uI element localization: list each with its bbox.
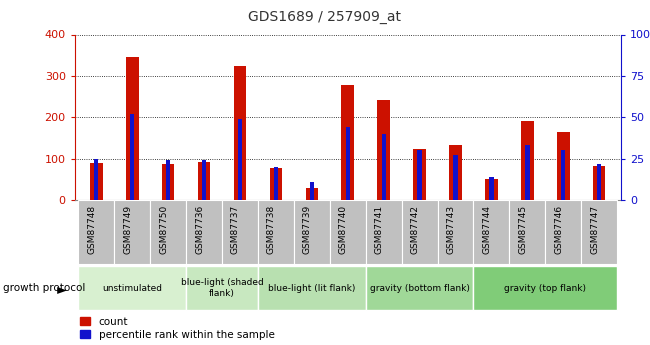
- Text: unstimulated: unstimulated: [102, 284, 162, 293]
- Bar: [346, 127, 350, 200]
- FancyBboxPatch shape: [366, 266, 473, 310]
- Bar: [525, 146, 530, 200]
- FancyBboxPatch shape: [545, 200, 581, 264]
- Bar: [417, 150, 422, 200]
- Text: GSM87740: GSM87740: [339, 205, 348, 254]
- FancyBboxPatch shape: [79, 200, 114, 264]
- Bar: [198, 161, 211, 200]
- Bar: [597, 164, 601, 200]
- Bar: [485, 179, 498, 200]
- Bar: [453, 155, 458, 200]
- FancyBboxPatch shape: [330, 200, 366, 264]
- Bar: [90, 163, 103, 200]
- FancyBboxPatch shape: [186, 266, 258, 310]
- Bar: [94, 159, 98, 200]
- Bar: [234, 66, 246, 200]
- Bar: [270, 168, 282, 200]
- Bar: [130, 114, 135, 200]
- Text: GSM87744: GSM87744: [482, 205, 491, 254]
- Text: gravity (top flank): gravity (top flank): [504, 284, 586, 293]
- Bar: [378, 100, 390, 200]
- Text: GSM87743: GSM87743: [447, 205, 456, 254]
- Polygon shape: [57, 287, 67, 294]
- Bar: [238, 119, 242, 200]
- Bar: [593, 166, 606, 200]
- Text: growth protocol: growth protocol: [3, 283, 86, 293]
- Bar: [274, 167, 278, 200]
- FancyBboxPatch shape: [473, 200, 510, 264]
- FancyBboxPatch shape: [294, 200, 330, 264]
- FancyBboxPatch shape: [510, 200, 545, 264]
- Bar: [166, 160, 170, 200]
- FancyBboxPatch shape: [222, 200, 258, 264]
- FancyBboxPatch shape: [473, 266, 617, 310]
- FancyBboxPatch shape: [258, 200, 294, 264]
- Bar: [521, 121, 534, 200]
- Bar: [202, 160, 206, 200]
- Bar: [162, 164, 174, 200]
- Text: GSM87739: GSM87739: [303, 205, 312, 255]
- Text: GSM87746: GSM87746: [554, 205, 564, 254]
- Bar: [341, 85, 354, 200]
- Text: GSM87750: GSM87750: [159, 205, 168, 255]
- Text: blue-light (shaded
flank): blue-light (shaded flank): [181, 278, 263, 298]
- Bar: [413, 149, 426, 200]
- Text: GSM87749: GSM87749: [124, 205, 132, 254]
- FancyBboxPatch shape: [79, 266, 186, 310]
- FancyBboxPatch shape: [581, 200, 617, 264]
- FancyBboxPatch shape: [366, 200, 402, 264]
- FancyBboxPatch shape: [402, 200, 437, 264]
- FancyBboxPatch shape: [186, 200, 222, 264]
- FancyBboxPatch shape: [114, 200, 150, 264]
- Text: gravity (bottom flank): gravity (bottom flank): [370, 284, 469, 293]
- Bar: [489, 177, 493, 200]
- Text: GSM87736: GSM87736: [195, 205, 204, 255]
- Bar: [561, 150, 566, 200]
- Text: GSM87747: GSM87747: [590, 205, 599, 254]
- Text: GSM87742: GSM87742: [411, 205, 420, 254]
- Text: GSM87745: GSM87745: [518, 205, 527, 254]
- Text: GSM87738: GSM87738: [267, 205, 276, 255]
- FancyBboxPatch shape: [437, 200, 473, 264]
- FancyBboxPatch shape: [258, 266, 366, 310]
- Bar: [306, 188, 318, 200]
- FancyBboxPatch shape: [150, 200, 186, 264]
- Text: GSM87741: GSM87741: [374, 205, 384, 254]
- Bar: [557, 132, 569, 200]
- Text: GDS1689 / 257909_at: GDS1689 / 257909_at: [248, 10, 402, 24]
- Bar: [382, 134, 386, 200]
- Bar: [449, 146, 462, 200]
- Text: blue-light (lit flank): blue-light (lit flank): [268, 284, 356, 293]
- Legend: count, percentile rank within the sample: count, percentile rank within the sample: [80, 317, 274, 340]
- Text: GSM87748: GSM87748: [87, 205, 96, 254]
- Bar: [126, 57, 138, 200]
- Bar: [309, 182, 314, 200]
- Text: GSM87737: GSM87737: [231, 205, 240, 255]
